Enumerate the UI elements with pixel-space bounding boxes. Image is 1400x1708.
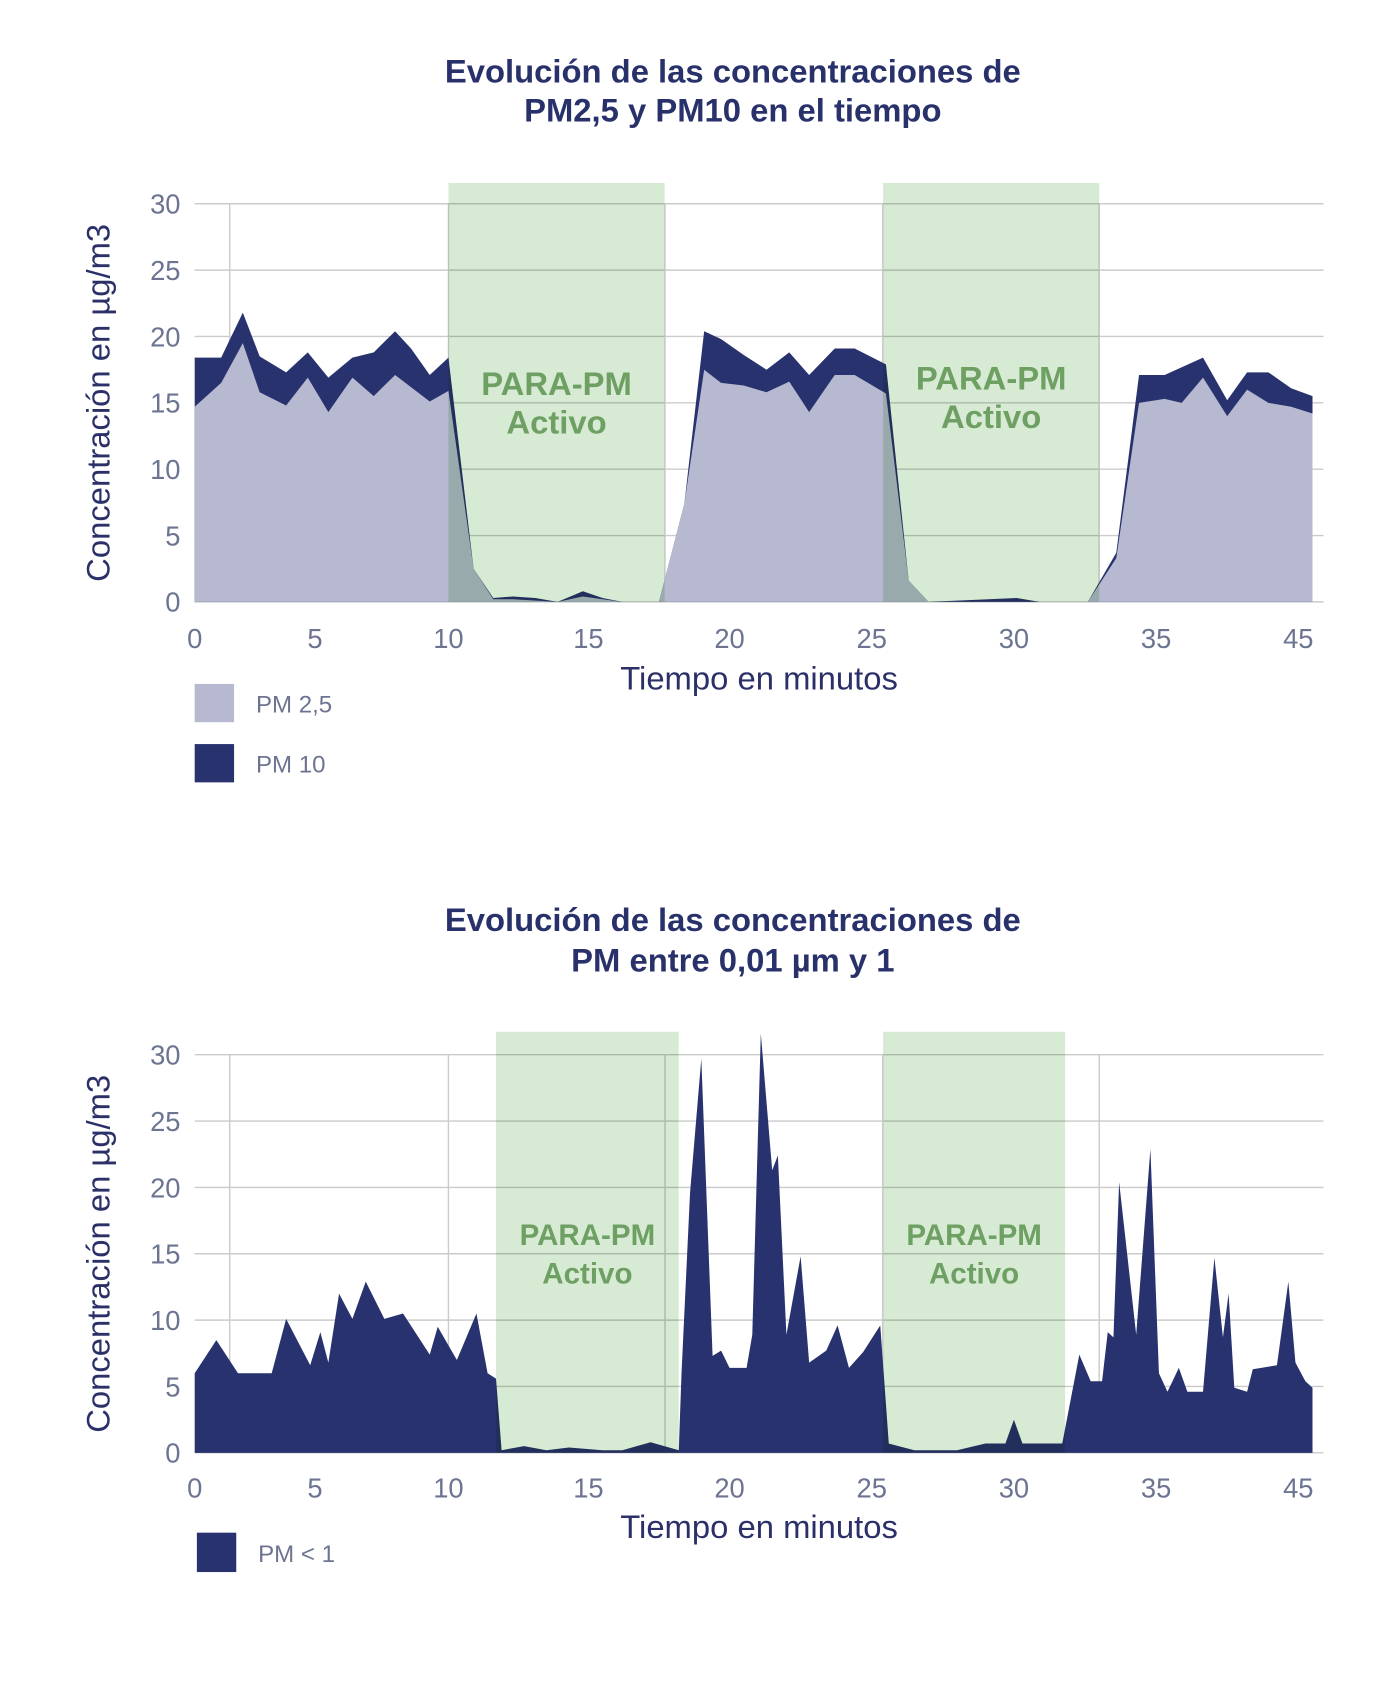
x-tick-label: 35 — [1141, 623, 1171, 654]
chart-pm25-pm10: Evolución de las concentraciones de PM2,… — [79, 52, 1324, 783]
x-tick-label: 0 — [187, 623, 202, 654]
x-tick-label: 25 — [857, 623, 887, 654]
x-axis-label: Tiempo en minutos — [620, 1508, 898, 1545]
x-tick-label: 5 — [307, 1473, 322, 1504]
band-label-line: PARA-PM — [916, 360, 1067, 397]
band-label-line: PARA-PM — [906, 1219, 1042, 1252]
chart-title-line-1: Evolución de las concentraciones de — [445, 901, 1021, 938]
area-pm-2-5 — [194, 343, 1313, 602]
x-tick-label: 20 — [714, 1473, 744, 1504]
y-tick-label: 30 — [150, 189, 180, 220]
x-tick-label: 15 — [573, 1473, 603, 1504]
y-tick-label: 10 — [150, 454, 180, 485]
chart-pm1: Evolución de las concentraciones de PM e… — [79, 901, 1324, 1573]
y-tick-label: 0 — [165, 587, 180, 618]
x-axis-label: Tiempo en minutos — [620, 659, 898, 696]
y-tick-label: 15 — [150, 1239, 180, 1270]
para-pm-active-band — [448, 182, 665, 602]
legend-swatch-pm10 — [194, 744, 235, 783]
x-tick-label: 25 — [857, 1473, 887, 1504]
band-label-line: Activo — [506, 403, 606, 440]
x-tick-label: 15 — [573, 623, 603, 654]
area-pm-1 — [194, 1033, 1313, 1453]
x-tick-label: 10 — [433, 1473, 463, 1504]
y-tick-label: 15 — [150, 388, 180, 419]
legend: PM 2,5 PM 10 — [194, 683, 332, 783]
x-tick-label: 20 — [714, 623, 744, 654]
legend: PM < 1 — [196, 1532, 335, 1573]
legend-item-pm10: PM 10 — [194, 744, 326, 783]
legend-swatch-pm1 — [196, 1532, 237, 1573]
para-pm-active-band — [883, 182, 1100, 602]
y-tick-label: 20 — [150, 1172, 180, 1203]
x-tick-label: 30 — [999, 623, 1029, 654]
y-tick-label: 5 — [165, 1371, 180, 1402]
legend-swatch-pm25 — [194, 683, 235, 723]
legend-label-pm25: PM 2,5 — [256, 691, 332, 718]
y-tick-label: 25 — [150, 1106, 180, 1137]
y-axis-label: Concentración en µg/m3 — [79, 1075, 116, 1433]
band-label-line: Activo — [542, 1257, 632, 1290]
y-axis-label: Concentración en µg/m3 — [79, 224, 116, 582]
chart-title-line-1: Evolución de las concentraciones de — [445, 52, 1021, 89]
legend-item-pm1: PM < 1 — [196, 1532, 335, 1573]
x-tick-label: 0 — [187, 1473, 202, 1504]
x-tick-label: 30 — [999, 1473, 1029, 1504]
y-tick-label: 25 — [150, 255, 180, 286]
x-tick-label: 10 — [433, 623, 463, 654]
chart-title-line-2: PM2,5 y PM10 en el tiempo — [524, 92, 941, 129]
y-tick-label: 10 — [150, 1305, 180, 1336]
x-tick-label: 45 — [1283, 1473, 1313, 1504]
chart-title-line-2: PM entre 0,01 µm y 1 — [571, 942, 894, 979]
y-tick-label: 5 — [165, 520, 180, 551]
band-label-line: Activo — [929, 1257, 1019, 1290]
legend-label-pm1: PM < 1 — [258, 1541, 335, 1568]
band-label-line: Activo — [941, 398, 1041, 435]
plot-area: PARA-PM Activo PARA-PM Activo 0 5 10 15 20 25 30 35… — [150, 1031, 1324, 1504]
legend-item-pm25: PM 2,5 — [194, 683, 332, 723]
y-tick-label: 30 — [150, 1040, 180, 1071]
band-label-line: PARA-PM — [520, 1219, 656, 1252]
y-tick-label: 0 — [165, 1438, 180, 1469]
para-pm-active-band — [496, 1031, 679, 1453]
y-tick-label: 20 — [150, 321, 180, 352]
x-tick-label: 35 — [1141, 1473, 1171, 1504]
x-tick-label: 5 — [307, 623, 322, 654]
legend-label-pm10: PM 10 — [256, 752, 326, 779]
band-label-line: PARA-PM — [481, 365, 632, 402]
x-tick-label: 45 — [1283, 623, 1313, 654]
para-pm-active-band — [883, 1031, 1066, 1453]
